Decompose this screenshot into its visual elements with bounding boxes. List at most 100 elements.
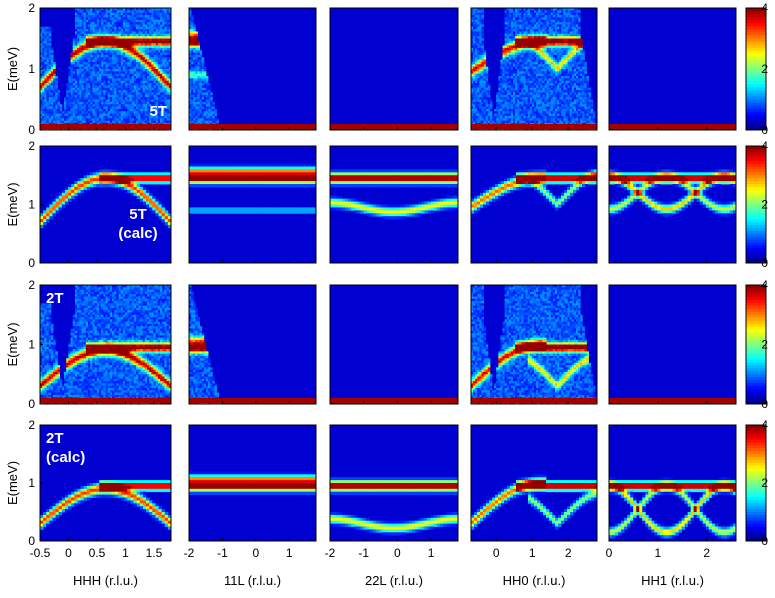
- intensity-cell: [40, 61, 43, 65]
- intensity-cell: [166, 43, 170, 46]
- intensity-cell: [195, 94, 198, 98]
- intensity-cell: [138, 101, 141, 105]
- intensity-cell: [166, 69, 170, 72]
- intensity-cell: [105, 78, 109, 82]
- intensity-cell: [122, 118, 126, 122]
- intensity-cell: [98, 115, 102, 119]
- intensity-cell: [210, 106, 213, 110]
- intensity-cell: [140, 92, 144, 96]
- intensity-cell: [96, 115, 100, 119]
- intensity-cell: [98, 97, 102, 100]
- intensity-cell: [79, 45, 82, 49]
- intensity-cell: [140, 15, 144, 18]
- intensity-cell: [68, 76, 71, 79]
- intensity-cell: [157, 99, 161, 103]
- intensity-cell: [151, 52, 154, 56]
- intensity-cell: [74, 64, 78, 68]
- intensity-cell: [203, 111, 207, 114]
- intensity-cell: [79, 22, 82, 25]
- intensity-cell: [77, 97, 80, 100]
- intensity-cell: [85, 57, 89, 61]
- intensity-cell: [46, 76, 50, 79]
- intensity-cell: [46, 101, 50, 105]
- intensity-cell: [118, 45, 122, 49]
- intensity-cell: [146, 29, 150, 32]
- intensity-cell: [168, 54, 172, 58]
- intensity-cell: [136, 66, 139, 70]
- intensity-cell: [189, 76, 192, 79]
- intensity-cell: [105, 106, 109, 110]
- intensity-cell: [162, 104, 165, 107]
- intensity-cell: [118, 43, 122, 46]
- intensity-cell: [81, 10, 85, 14]
- intensity-cell: [109, 71, 113, 75]
- intensity-cell: [116, 94, 119, 98]
- intensity-cell: [105, 97, 109, 100]
- intensity-cell: [118, 17, 122, 21]
- intensity-cell: [48, 94, 52, 98]
- intensity-cell: [140, 69, 144, 72]
- intensity-cell: [66, 104, 69, 107]
- intensity-cell: [142, 66, 146, 70]
- intensity-cell: [83, 47, 87, 51]
- intensity-cell: [189, 94, 192, 98]
- intensity-cell: [199, 66, 203, 70]
- intensity-cell: [98, 59, 102, 63]
- intensity-cell: [485, 76, 489, 79]
- intensity-cell: [81, 76, 85, 79]
- intensity-cell: [83, 85, 87, 89]
- intensity-cell: [107, 24, 111, 28]
- intensity-cell: [151, 12, 154, 16]
- intensity-cell: [162, 22, 165, 25]
- intensity-cell: [133, 83, 137, 86]
- intensity-cell: [42, 50, 45, 53]
- intensity-cell: [201, 106, 205, 110]
- intensity-cell: [142, 24, 146, 28]
- intensity-cell: [83, 33, 87, 37]
- intensity-cell: [157, 43, 161, 46]
- intensity-cell: [50, 80, 54, 84]
- intensity-cell: [46, 94, 50, 98]
- intensity-cell: [144, 111, 148, 114]
- intensity-cell: [138, 47, 141, 51]
- intensity-cell: [81, 101, 85, 105]
- intensity-cell: [151, 85, 154, 89]
- intensity-cell: [164, 106, 168, 110]
- intensity-cell: [81, 87, 85, 91]
- intensity-cell: [88, 127, 91, 131]
- intensity-cell: [201, 59, 205, 63]
- intensity-cell: [50, 59, 54, 63]
- intensity-cell: [168, 43, 172, 46]
- intensity-cell: [166, 127, 170, 131]
- intensity-cell: [70, 66, 74, 70]
- intensity-cell: [83, 80, 87, 84]
- intensity-cell: [138, 118, 141, 122]
- intensity-cell: [155, 40, 159, 44]
- intensity-cell: [144, 73, 148, 77]
- intensity-cell: [90, 8, 93, 11]
- intensity-cell: [88, 87, 91, 91]
- intensity-cell: [153, 40, 157, 44]
- intensity-cell: [107, 64, 111, 68]
- intensity-cell: [90, 19, 93, 23]
- intensity-cell: [48, 61, 52, 65]
- intensity-cell: [162, 120, 165, 124]
- intensity-cell: [197, 97, 200, 100]
- intensity-cell: [74, 83, 78, 86]
- intensity-cell: [122, 12, 126, 16]
- intensity-cell: [197, 106, 200, 110]
- intensity-cell: [136, 19, 139, 23]
- intensity-cell: [85, 73, 89, 77]
- intensity-cell: [112, 83, 115, 86]
- intensity-cell: [471, 50, 474, 53]
- intensity-cell: [487, 94, 491, 98]
- intensity-cell: [88, 92, 91, 96]
- intensity-cell: [116, 61, 119, 65]
- intensity-cell: [83, 54, 87, 58]
- intensity-cell: [189, 101, 192, 105]
- intensity-cell: [107, 111, 111, 114]
- intensity-cell: [193, 111, 196, 114]
- intensity-cell: [50, 69, 54, 72]
- intensity-cell: [162, 76, 165, 79]
- intensity-cell: [92, 10, 95, 14]
